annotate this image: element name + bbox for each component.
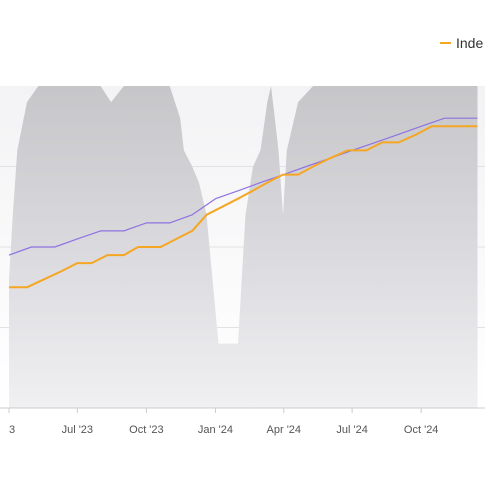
x-tick-label: Oct '23 — [129, 424, 164, 436]
x-tick-label: Jul '23 — [62, 424, 93, 436]
x-tick-label: 3 — [9, 424, 15, 436]
x-tick-label: Jul '24 — [336, 424, 367, 436]
purple-line-series — [8, 117, 478, 256]
x-axis: 3 Jul '23 Oct '23 Jan '24 Apr '24 Jul '24 Oct … — [0, 407, 485, 436]
area-series — [9, 86, 478, 408]
line-series-layer — [8, 117, 478, 289]
x-tick-label: Jan '24 — [198, 424, 233, 436]
x-tick-label: Oct '24 — [404, 424, 439, 436]
x-tick-label: Apr '24 — [267, 424, 302, 436]
area-series-layer — [9, 86, 478, 408]
index-line-series — [9, 125, 478, 289]
legend[interactable]: Inde — [440, 35, 483, 51]
legend-item-label: Inde — [456, 35, 483, 51]
